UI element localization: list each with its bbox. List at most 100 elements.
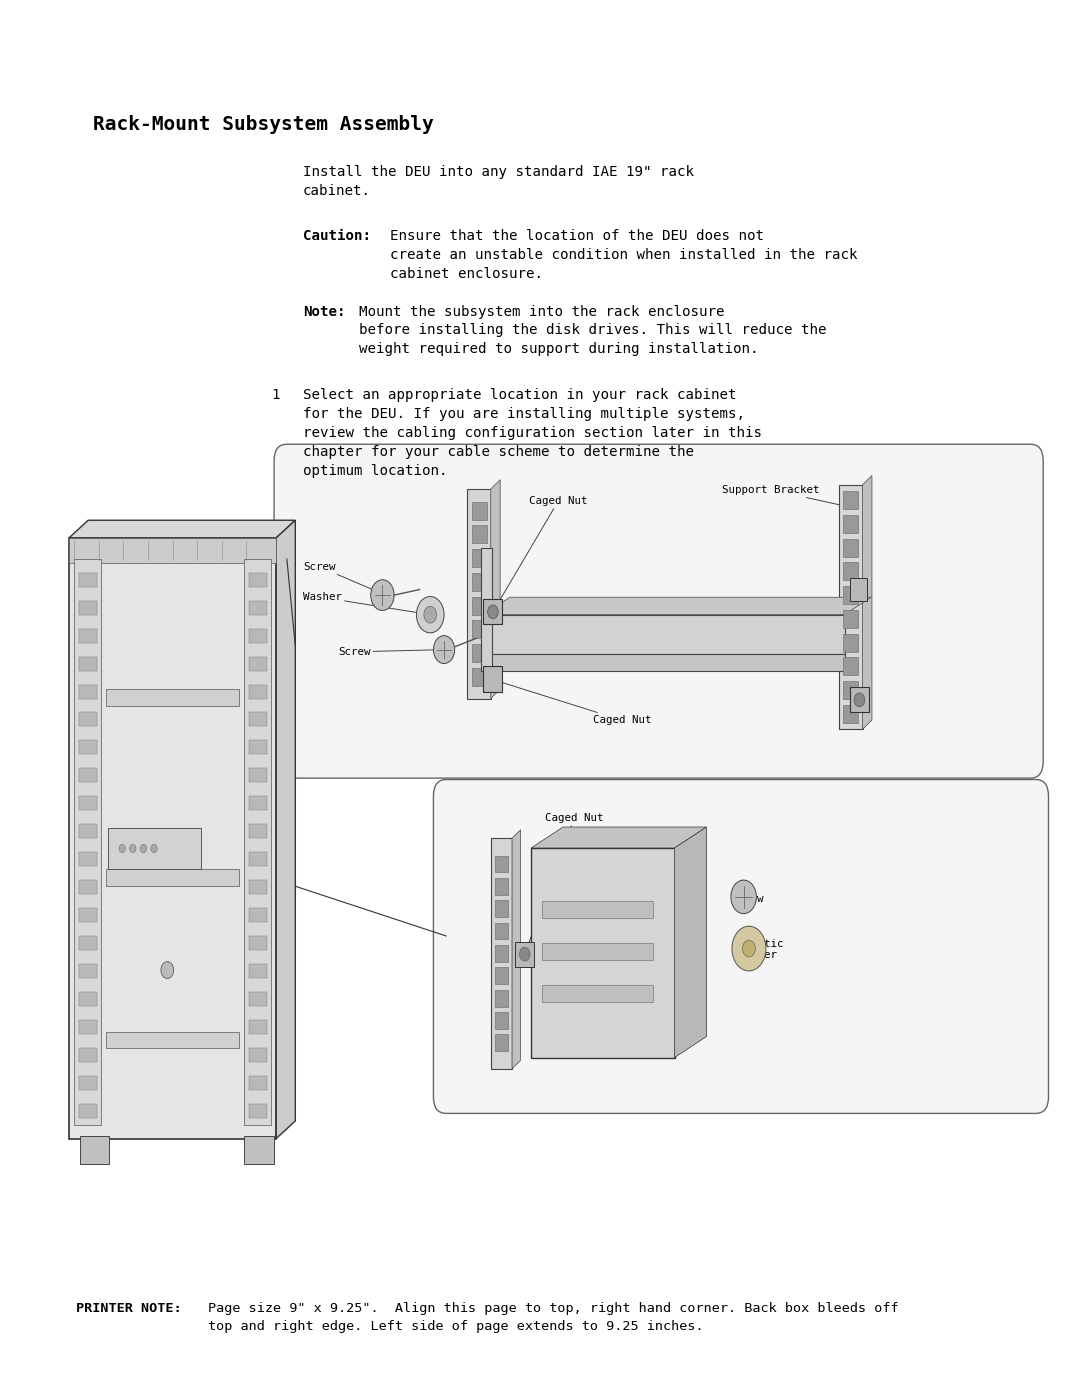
Bar [248,712,267,726]
Bar [843,562,859,581]
Bar [79,740,97,754]
Polygon shape [531,827,706,848]
Bar [490,838,512,1069]
Circle shape [854,693,865,707]
Bar [79,908,97,922]
Bar [244,1136,274,1164]
Bar [244,559,271,1125]
Bar [248,880,267,894]
Text: 1: 1 [271,388,280,402]
Bar [843,490,859,509]
Bar [79,601,97,615]
Circle shape [370,580,394,610]
Bar [248,1048,267,1062]
Bar [839,485,863,729]
Text: Caged Nut: Caged Nut [492,496,588,612]
Bar [79,1076,97,1090]
Text: Screw: Screw [731,880,764,904]
Bar [80,1136,109,1164]
Bar [542,901,653,918]
Circle shape [119,844,125,852]
Text: Washer: Washer [302,592,430,615]
Bar [843,538,859,556]
Bar [79,768,97,782]
Bar [248,824,267,838]
Bar [482,548,491,671]
Circle shape [151,844,158,852]
Bar [79,1048,97,1062]
Bar [495,967,509,983]
Bar [495,879,509,895]
Bar [472,668,487,686]
Circle shape [130,844,136,852]
Bar [843,633,859,651]
Bar [495,944,509,961]
Polygon shape [512,830,521,1069]
Text: PRINTER NOTE:: PRINTER NOTE: [77,1302,183,1315]
Bar [472,549,487,567]
Circle shape [732,926,766,971]
Bar [79,880,97,894]
Text: Caged Nut: Caged Nut [490,679,651,725]
Text: Caution:: Caution: [302,229,370,243]
Bar [69,538,276,563]
Bar [843,514,859,532]
Polygon shape [675,827,706,1058]
Circle shape [417,597,444,633]
Bar [79,573,97,587]
Bar [515,942,535,967]
Polygon shape [69,520,295,538]
Bar [75,559,100,1125]
Bar [495,989,509,1006]
Text: Install the DEU into any standard IAE 19" rack
cabinet.: Install the DEU into any standard IAE 19… [302,165,693,198]
Bar [79,629,97,643]
Text: Rack-Mount Subsystem Assembly: Rack-Mount Subsystem Assembly [94,115,434,134]
Bar [79,824,97,838]
Text: Mount the subsystem into the rack enclosure
before installing the disk drives. T: Mount the subsystem into the rack enclos… [359,305,826,356]
Bar [850,687,869,712]
Bar [248,1104,267,1118]
Bar [69,538,276,1139]
Circle shape [433,636,455,664]
Polygon shape [490,479,500,698]
Bar [248,768,267,782]
Bar [472,620,487,638]
Polygon shape [484,598,872,615]
Bar [248,908,267,922]
Bar [248,601,267,615]
Bar [106,869,239,886]
Circle shape [140,844,147,852]
Bar [108,827,201,869]
Bar [79,936,97,950]
Bar [850,578,867,601]
Text: Page size 9" x 9.25".  Align this page to top, right hand corner. Back box bleed: Page size 9" x 9.25". Align this page to… [208,1302,899,1333]
Bar [248,992,267,1006]
Bar [248,657,267,671]
Bar [495,901,509,918]
FancyBboxPatch shape [433,780,1049,1113]
Text: Note:: Note: [302,305,346,319]
Bar [248,629,267,643]
Bar [484,599,502,624]
Bar [542,985,653,1002]
Text: Ensure that the location of the DEU does not
create an unstable condition when i: Ensure that the location of the DEU does… [390,229,858,281]
Bar [542,943,653,960]
Text: Screw: Screw [302,562,386,595]
Text: Screw: Screw [338,647,446,657]
Polygon shape [276,520,295,1139]
Bar [472,525,487,543]
Bar [484,615,845,654]
Bar [843,585,859,604]
Bar [248,964,267,978]
Bar [472,597,487,615]
Circle shape [487,605,498,619]
Bar [495,1034,509,1051]
Bar [843,657,859,675]
Bar [472,502,487,520]
Bar [843,680,859,698]
Bar [79,657,97,671]
Bar [106,689,239,705]
Text: Caged Nut: Caged Nut [525,813,604,954]
Bar [248,1020,267,1034]
Bar [248,936,267,950]
